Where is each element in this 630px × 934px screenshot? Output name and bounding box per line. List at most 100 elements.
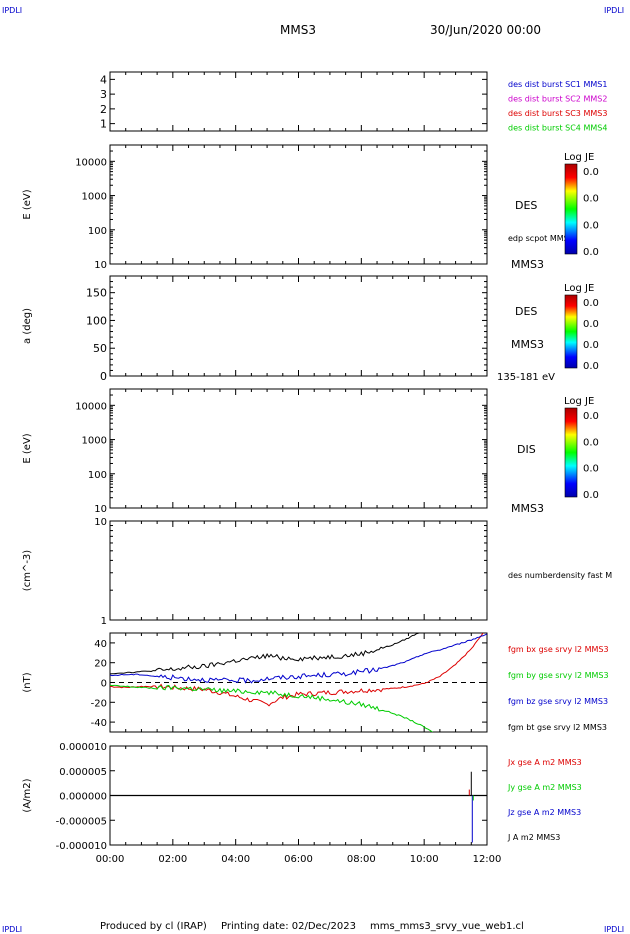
panel-density-ytick-label: 1 [101,616,107,627]
panel-density-ylabel: (cm^-3) [22,550,33,591]
panel-des-energy-ytick-label: 1000 [82,192,107,203]
panel-dis-energy-colorbar-tick: 0.0 [583,437,599,448]
panel-current-ytick-label: 0.000010 [59,742,107,753]
panel-des-pitch-colorbar-tick: 0.0 [583,340,599,351]
panel-dis-energy-colorbar-tick: 0.0 [583,411,599,422]
panel-dis-energy-colorbar-tick: 0.0 [583,464,599,475]
panel-des-energy-colorbar-tick: 0.0 [583,220,599,231]
panel-des-pitch-ytick-label: 0 [100,370,107,383]
panel-markers-ytick-label: 2 [100,103,107,116]
panel-current-ytick-label: -0.000010 [56,841,107,852]
date-title: 30/Jun/2020 00:00 [430,23,541,37]
x-axis-tick-label: 02:00 [158,854,187,865]
panel-current-ytick-label: 0.000005 [59,767,107,778]
panel-des-energy-colorbar-tick: 0.0 [583,247,599,258]
panel-des-energy-frame [109,144,488,265]
panel-dis-energy-colorbar-tick: 0.0 [583,490,599,501]
panel-density-ytick-label: 10 [94,517,107,528]
panel-markers-legend-item: des dist burst SC3 MMS3 [508,109,607,118]
panel-des-pitch-side-label: 135-181 eV [497,372,555,383]
panel-des-pitch-side-label: DES [515,305,537,318]
panel-des-energy-colorbar-title: Log JE [564,152,594,163]
panel-des-energy-ytick-label: 100 [88,226,107,237]
panel-b-field-series-line [110,684,434,732]
corner-label-tl: IPDLI [2,6,22,15]
panel-des-energy-ytick-label: 10000 [75,157,107,168]
panel-des-pitch-ytick-label: 150 [86,287,107,300]
panel-dis-energy-ytick-label: 10 [94,504,107,515]
x-axis-tick-label: 12:00 [473,854,502,865]
x-axis-tick-label: 04:00 [221,854,250,865]
panel-des-pitch-colorbar-tick: 0.0 [583,361,599,372]
panel-current-legend-item: J A m2 MMS3 [507,833,560,842]
panel-markers-ytick-label: 3 [100,88,107,101]
panel-dis-energy-ytick-label: 10000 [75,401,107,412]
panel-b-field-series-line [110,633,484,707]
panel-markers-legend-item: des dist burst SC1 MMS1 [508,80,607,89]
panel-dis-energy-colorbar-title: Log JE [564,396,594,407]
panel-current-legend-item: Jz gse A m2 MMS3 [507,808,581,817]
panel-des-energy-ytick-label: 10 [94,260,107,271]
panel-des-energy-ylabel: E (eV) [22,189,33,219]
panel-dis-energy-ytick-label: 100 [88,470,107,481]
panel-des-pitch-ytick-label: 100 [86,314,107,327]
x-axis-tick-label: 06:00 [284,854,313,865]
panel-current-ytick-label: 0.000000 [59,792,107,803]
panel-dis-energy-ytick-label: 1000 [82,436,107,447]
panel-markers-legend-item: des dist burst SC2 MMS2 [508,95,607,104]
panel-density-frame [109,520,488,621]
panel-des-pitch-colorbar-title: Log JE [564,283,594,294]
panel-density-side-label: des numberdensity fast M [508,571,612,580]
x-axis-tick-label: 08:00 [347,854,376,865]
panel-markers-ytick-label: 1 [100,118,107,131]
panel-des-pitch-frame [109,275,488,377]
footer-printing-date: Printing date: 02/Dec/2023 [221,921,356,932]
panel-des-energy-side-label: edp scpot MMS3 [508,234,574,243]
panel-b-field-ytick-label: 0 [101,679,107,690]
panel-markers-ytick-label: 4 [100,73,107,86]
panel-b-field-ytick-label: 40 [94,639,107,650]
panel-des-pitch-colorbar [564,294,578,369]
panel-des-energy-colorbar [564,163,578,255]
panel-markers-frame [109,71,488,132]
panels: 1 2 3 4 des dist burst SC1 MMS1 des dist burs… [22,71,612,865]
corner-label-br: IPDLI [604,925,624,934]
x-axis-tick-label: 10:00 [410,854,439,865]
panel-b-field-ytick-label: -20 [91,698,107,709]
panel-des-pitch-side-label: MMS3 [511,338,544,351]
panel-des-energy-side-label: DES [515,199,537,212]
panel-b-field-ytick-label: -40 [91,718,107,729]
panel-des-pitch-colorbar-tick: 0.0 [583,319,599,330]
corner-label-bl: IPDLI [2,925,22,934]
panel-des-pitch-ylabel: a (deg) [22,308,33,344]
panel-b-field-series-line [110,633,487,684]
panel-current-ytick-label: -0.000005 [56,816,107,827]
panel-current-legend-item: Jx gse A m2 MMS3 [507,758,582,767]
panel-dis-energy-side-label: DIS [517,443,536,456]
panel-des-pitch-ytick-label: 50 [93,342,107,355]
panel-des-energy-colorbar-tick: 0.0 [583,194,599,205]
footer-file: mms_mms3_srvy_vue_web1.cl [370,921,524,932]
x-axis-tick-label: 00:00 [96,854,125,865]
panel-des-pitch-colorbar-tick: 0.0 [583,298,599,309]
panel-markers-legend-item: des dist burst SC4 MMS4 [508,124,607,133]
panel-b-field-legend-item: fgm by gse srvy l2 MMS3 [508,671,609,680]
footer-produced-by: Produced by cl (IRAP) [100,921,207,932]
panel-dis-energy-frame [109,388,488,509]
panel-b-field-series-line [110,633,420,675]
panel-current-legend-item: Jy gse A m2 MMS3 [507,783,582,792]
panel-dis-energy-colorbar [564,407,578,498]
panel-current-ylabel: (A/m2) [22,778,33,812]
spacecraft-title: MMS3 [280,23,316,37]
corner-label-tr: IPDLI [604,6,624,15]
panel-dis-energy-side-label: MMS3 [511,502,544,515]
panel-b-field-legend-item: fgm bx gse srvy l2 MMS3 [508,645,609,654]
panel-des-energy-colorbar-tick: 0.0 [583,167,599,178]
panel-b-field-legend-item: fgm bz gse srvy l2 MMS3 [508,697,608,706]
panel-b-field-ylabel: (nT) [22,672,33,692]
panel-des-energy-side-label: MMS3 [511,258,544,271]
panel-dis-energy-ylabel: E (eV) [22,433,33,463]
panel-b-field-legend-item: fgm bt gse srvy l2 MMS3 [508,723,607,732]
panel-b-field-ytick-label: 20 [94,659,107,670]
